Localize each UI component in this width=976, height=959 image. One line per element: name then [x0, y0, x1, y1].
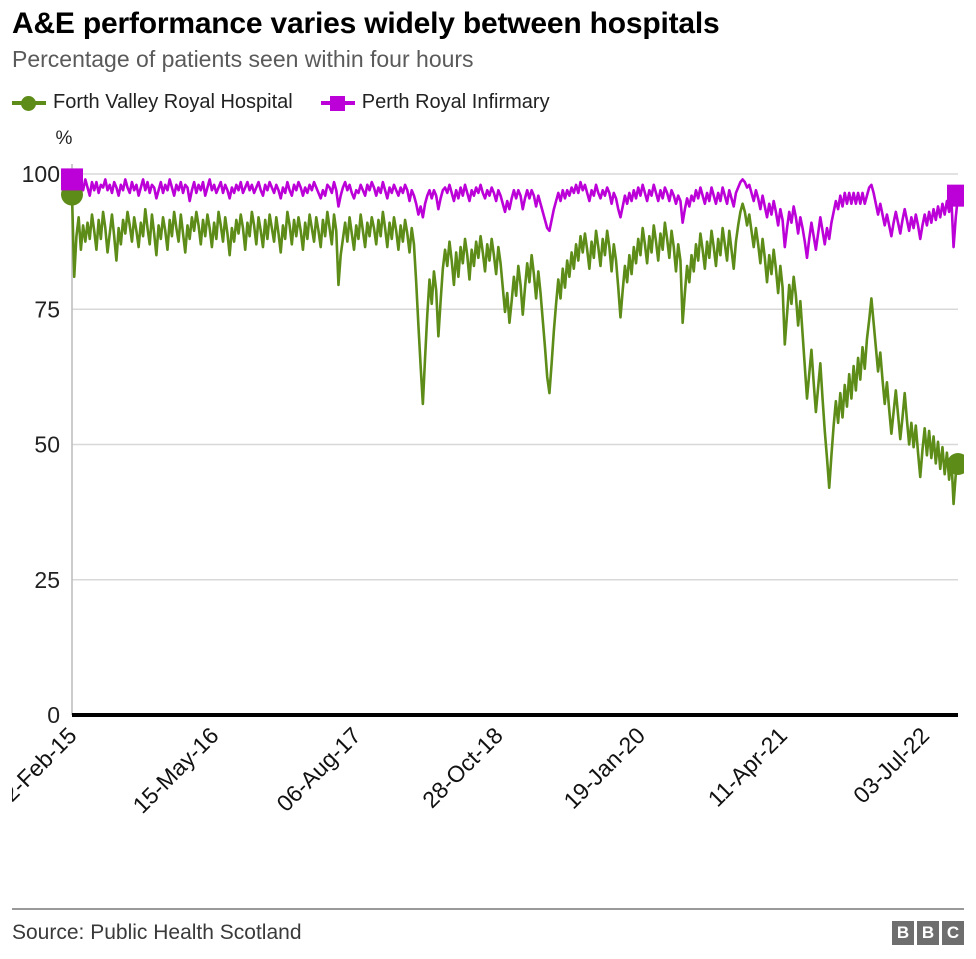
bbc-logo-letter-b1: B — [892, 921, 914, 945]
series-endpoint-marker-perth-royal-start[interactable] — [61, 168, 83, 191]
legend-circle-marker — [21, 96, 36, 111]
x-axis-tick-label: 11-Apr-21 — [703, 722, 793, 812]
chart-legend: Forth Valley Royal Hospital Perth Royal … — [12, 74, 964, 116]
line-chart-svg[interactable]: 0 25 50 75 100% 22-Feb-15 15-May-16 06-Aug-17 28… — [12, 120, 964, 880]
x-axis-tick-label: 22-Feb-15 — [12, 722, 82, 815]
legend-item-perth-royal[interactable]: Perth Royal Infirmary — [320, 91, 550, 113]
bbc-logo: B B C — [892, 921, 964, 945]
legend-label-perth-royal: Perth Royal Infirmary — [361, 91, 550, 113]
legend-marker-circle-icon — [12, 93, 46, 111]
legend-square-marker — [329, 96, 345, 111]
y-axis-tick-label: 100 — [22, 161, 60, 187]
legend-label-forth-valley: Forth Valley Royal Hospital — [53, 91, 293, 113]
source-label: Source: Public Health Scotland — [12, 921, 302, 944]
x-axis-tick-label: 03-Jul-22 — [848, 722, 934, 808]
bbc-logo-letter-c: C — [942, 921, 964, 945]
legend-marker-square-icon — [320, 93, 355, 111]
y-axis-unit-label: % — [56, 128, 73, 149]
series-line-perth-royal[interactable] — [70, 178, 960, 260]
x-axis-tick-label: 28-Oct-18 — [417, 722, 508, 813]
series-endpoint-marker-forth-valley-end[interactable] — [947, 452, 964, 475]
series-endpoint-marker-perth-royal-end[interactable] — [947, 184, 964, 207]
y-axis-tick-label: 25 — [34, 567, 60, 593]
x-axis-tick-label: 19-Jan-20 — [558, 722, 650, 814]
chart-footer: Source: Public Health Scotland B B C — [12, 915, 964, 951]
page-title: A&E performance varies widely between ho… — [12, 7, 720, 40]
chart-subtitle: Percentage of patients seen within four … — [12, 46, 474, 72]
chart-plot-area: 0 25 50 75 100% 22-Feb-15 15-May-16 06-Aug-17 28… — [12, 120, 964, 880]
y-axis-tick-label: 0 — [47, 702, 60, 728]
y-axis-tick-label: 50 — [34, 432, 60, 458]
x-axis-tick-label: 15-May-16 — [128, 722, 224, 818]
x-axis-tick-label: 06-Aug-17 — [271, 722, 365, 816]
bbc-logo-letter-b2: B — [917, 921, 939, 945]
footer-divider — [12, 908, 964, 910]
legend-item-forth-valley[interactable]: Forth Valley Royal Hospital — [12, 92, 293, 112]
series-line-forth-valley[interactable] — [70, 193, 960, 506]
y-axis-tick-label: 75 — [34, 296, 60, 322]
